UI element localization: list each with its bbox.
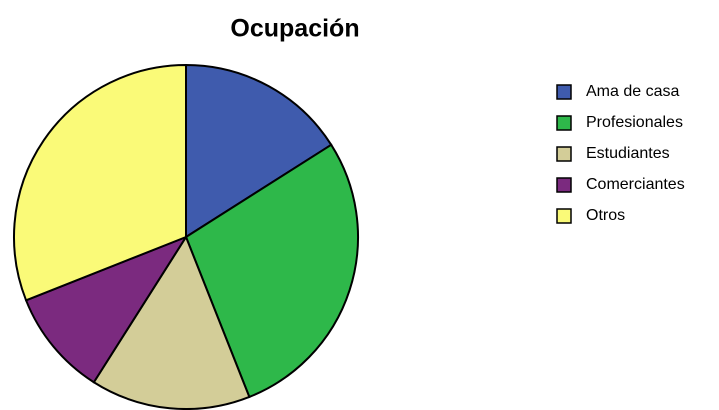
legend-label: Estudiantes — [586, 145, 670, 162]
pie-slice — [13, 63, 187, 302]
legend-label: Otros — [586, 207, 625, 224]
legend-swatch — [556, 115, 572, 131]
pie-slice — [185, 63, 333, 239]
legend-label: Comerciantes — [586, 176, 685, 193]
legend-swatch — [556, 208, 572, 224]
legend-swatch — [556, 84, 572, 100]
legend-label: Ama de casa — [586, 83, 679, 100]
legend-swatch — [556, 146, 572, 162]
pie-slice — [184, 143, 359, 399]
chart-title: Ocupación — [230, 15, 359, 43]
legend-swatch — [556, 177, 572, 193]
pie-slice — [92, 234, 251, 410]
legend-label: Profesionales — [586, 114, 683, 131]
pie-slice — [24, 234, 189, 384]
